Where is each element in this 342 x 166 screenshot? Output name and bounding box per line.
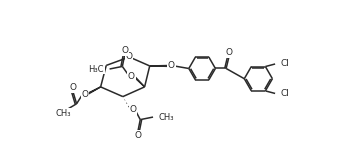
Text: CH₃: CH₃ xyxy=(55,109,71,118)
Text: CH₃: CH₃ xyxy=(159,113,174,122)
Text: O: O xyxy=(134,131,141,140)
Text: O: O xyxy=(126,52,133,61)
Text: O: O xyxy=(69,83,76,92)
Polygon shape xyxy=(150,65,169,66)
Text: Cl: Cl xyxy=(281,89,290,98)
Text: O: O xyxy=(168,61,175,70)
Text: H₃C: H₃C xyxy=(89,65,104,74)
Text: Cl: Cl xyxy=(281,59,290,69)
Polygon shape xyxy=(87,87,101,94)
Text: O: O xyxy=(226,48,233,57)
Text: O: O xyxy=(130,105,136,114)
Text: O: O xyxy=(121,46,128,55)
Polygon shape xyxy=(133,76,145,87)
Text: O: O xyxy=(128,72,135,81)
Text: O: O xyxy=(81,89,88,99)
